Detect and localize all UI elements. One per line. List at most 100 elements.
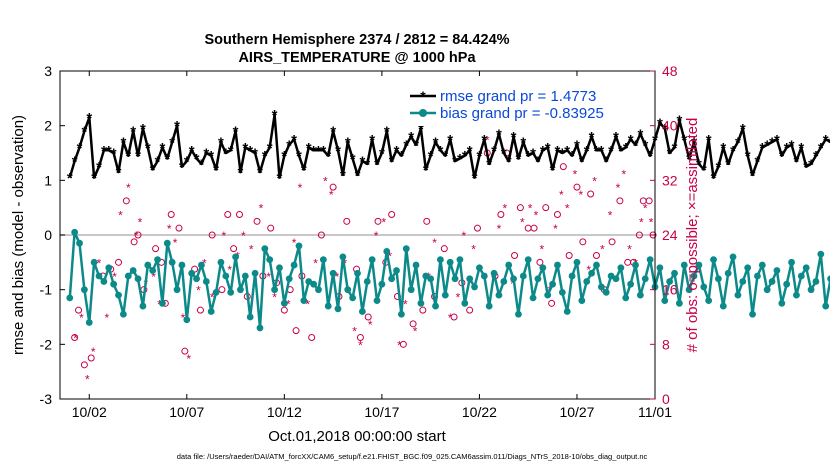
obs-possible-point [235, 211, 243, 218]
rmse-point: * [277, 170, 283, 187]
bias-point [597, 283, 605, 291]
rmse-point: * [369, 132, 375, 149]
bias-point [719, 302, 727, 310]
rmse-point: * [550, 162, 556, 179]
rmse-point: * [86, 110, 92, 127]
bias-point [666, 278, 674, 285]
legend-box [405, 82, 649, 126]
bias-point [110, 280, 118, 288]
rmse-point: * [374, 156, 380, 173]
rmse-point: * [311, 143, 317, 160]
rmse-point: * [442, 148, 448, 165]
rmse-point: * [320, 143, 326, 160]
y-axis-right: 0 8 16 24 32 40 48 [650, 63, 678, 407]
rmse-point: * [184, 154, 190, 171]
bias-point [397, 310, 405, 318]
bias-point [549, 280, 556, 288]
rmse-point: * [774, 132, 780, 149]
bias-point [700, 283, 708, 291]
obs-assimilated-point: * [73, 332, 78, 346]
rmse-point: * [462, 148, 468, 165]
bias-point [95, 272, 103, 280]
rmse-point: * [520, 135, 526, 152]
bias-point [261, 245, 269, 253]
obs-assimilated-point: * [510, 277, 515, 291]
rmse-point: * [715, 159, 721, 176]
rmse-point: * [725, 156, 731, 173]
bias-point [690, 272, 698, 280]
obs-possible-point [419, 306, 427, 314]
rmse-point: * [179, 159, 185, 176]
legend-rmse-marker: * [420, 88, 426, 104]
bias-point [768, 278, 776, 285]
obs-possible-point [218, 286, 226, 294]
bias-point [705, 297, 713, 304]
bias-point [539, 264, 547, 272]
rmse-point: * [818, 140, 824, 157]
obs-possible-point [75, 306, 83, 314]
bias-point [368, 256, 376, 263]
obs-assimilated-point: * [91, 345, 96, 359]
bias-point [451, 275, 459, 283]
obs-assimilated-point: * [266, 270, 271, 284]
bias-point [593, 261, 600, 269]
bias-point [324, 302, 332, 310]
rmse-point: * [769, 135, 775, 152]
rmse-point: * [199, 156, 205, 173]
rmse-point: * [784, 140, 790, 157]
rmse-point: * [789, 137, 795, 154]
obs-possible-point [317, 231, 325, 239]
y2-tick-label: 32 [662, 172, 678, 188]
obs-possible-point [497, 211, 505, 218]
rmse-point: * [91, 170, 97, 187]
rmse-point: * [296, 148, 302, 165]
obs-assimilated-point: * [485, 133, 490, 147]
legend: * rmse grand pr = 1.4773 bias grand pr =… [405, 82, 649, 126]
obs-assimilated-point: * [118, 209, 123, 223]
obs-assimilated-point: * [616, 181, 621, 195]
x-tick-label: 10/02 [72, 404, 107, 420]
bias-point [388, 275, 396, 283]
bias-point [817, 250, 825, 258]
obs-possible-point [364, 313, 372, 321]
y2-tick-label: 24 [662, 227, 678, 243]
y-tick-label: -1 [40, 282, 53, 298]
rmse-point: * [437, 143, 443, 160]
rmse-point: * [233, 124, 239, 141]
rmse-series: ******** * ********* ****** ** * ** **** **** * **… [67, 107, 830, 187]
obs-assimilated-point: * [592, 174, 597, 188]
bias-point [788, 258, 795, 266]
bias-point [554, 261, 561, 269]
rmse-point: * [364, 156, 370, 173]
obs-assimilated-point: * [368, 318, 373, 332]
obs-assimilated-point: * [559, 188, 564, 202]
rmse-point: * [613, 129, 619, 146]
rmse-point: * [394, 143, 400, 160]
obs-assimilated-point: * [323, 174, 328, 188]
bias-point [300, 297, 308, 304]
bias-point [641, 275, 649, 283]
obs-assimilated-point: * [85, 373, 90, 387]
obs-assimilated-point: * [134, 229, 139, 243]
rmse-point: * [106, 143, 112, 160]
bias-point [622, 294, 630, 302]
rmse-point: * [403, 137, 409, 154]
rmse-point: * [740, 121, 746, 138]
bias-point [383, 248, 391, 255]
obs-assimilated-point: * [222, 229, 227, 243]
rmse-point: * [267, 140, 273, 157]
bias-point [617, 264, 625, 272]
obs-possible-point [559, 163, 567, 171]
bias-point [515, 310, 522, 318]
obs-possible-point [573, 183, 581, 191]
obs-assimilated-point: * [573, 168, 578, 182]
rmse-point: * [238, 165, 244, 182]
bias-point [734, 291, 742, 299]
bias-point [427, 275, 435, 283]
bias-series [66, 228, 830, 332]
obs-possible-point [224, 211, 232, 218]
bias-point [480, 272, 488, 280]
obs-assimilated-point: * [579, 188, 584, 202]
rmse-point: * [525, 148, 531, 165]
obs-assimilated-point: * [151, 270, 156, 284]
